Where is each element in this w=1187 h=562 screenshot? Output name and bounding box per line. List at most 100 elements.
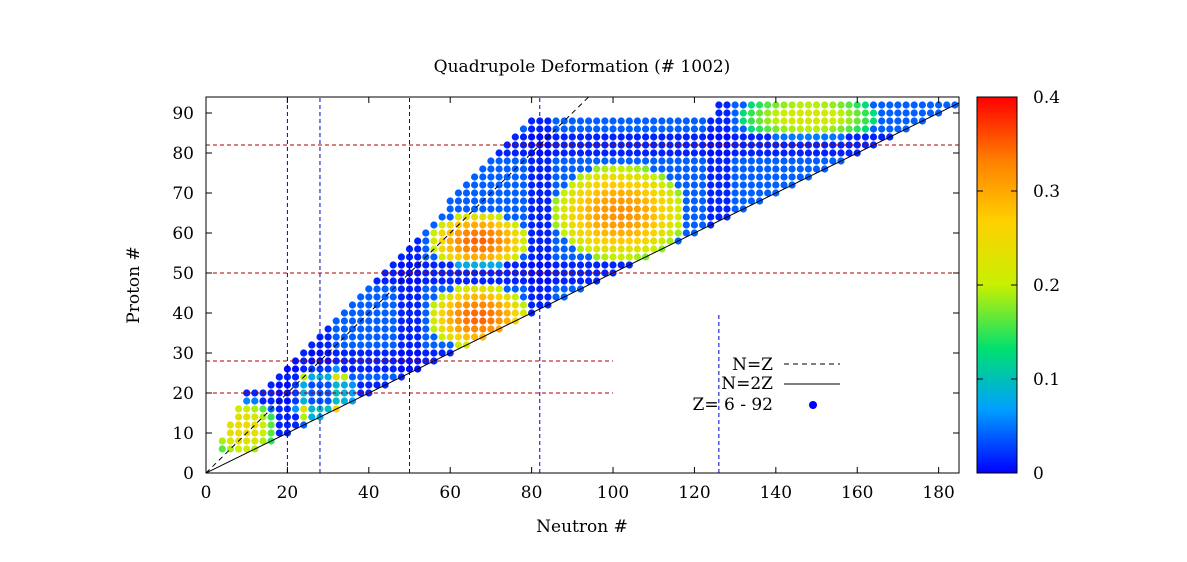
- data-point: [544, 197, 552, 205]
- data-point: [471, 245, 479, 253]
- data-point: [869, 133, 878, 141]
- data-point: [495, 197, 503, 205]
- data-point: [373, 277, 381, 285]
- data-point: [560, 189, 568, 197]
- data-point: [894, 117, 902, 125]
- data-point: [690, 173, 699, 181]
- data-point: [519, 213, 528, 221]
- data-point: [576, 261, 585, 269]
- data-point: [780, 125, 788, 133]
- data-point: [348, 357, 357, 365]
- data-point: [568, 261, 576, 269]
- data-point: [674, 221, 682, 229]
- data-point: [845, 109, 853, 117]
- data-point: [381, 365, 389, 373]
- data-point: [414, 293, 422, 301]
- data-point: [747, 117, 756, 125]
- data-point: [902, 101, 910, 109]
- data-point: [438, 325, 446, 333]
- data-point: [357, 373, 365, 381]
- data-point: [625, 157, 633, 165]
- data-point: [438, 277, 446, 285]
- data-point: [642, 237, 650, 245]
- data-point: [226, 437, 234, 445]
- data-point: [389, 341, 397, 349]
- data-point: [462, 277, 471, 285]
- data-point: [503, 165, 511, 173]
- data-point: [617, 197, 625, 205]
- data-point: [332, 349, 340, 357]
- data-point: [666, 125, 674, 133]
- data-point: [715, 205, 723, 213]
- data-point: [772, 101, 780, 109]
- data-point: [690, 157, 699, 165]
- data-point: [690, 205, 699, 213]
- data-point: [650, 189, 658, 197]
- data-point: [829, 109, 837, 117]
- data-point: [397, 285, 405, 293]
- data-point: [585, 205, 593, 213]
- data-point: [471, 253, 479, 261]
- data-point: [503, 213, 511, 221]
- data-point: [308, 349, 316, 357]
- data-point: [642, 205, 650, 213]
- data-point: [576, 213, 585, 221]
- data-point: [674, 181, 682, 189]
- data-point: [357, 381, 365, 389]
- data-point: [479, 229, 487, 237]
- data-point: [666, 189, 674, 197]
- data-point: [886, 101, 894, 109]
- data-point: [389, 373, 397, 381]
- data-point: [869, 101, 878, 109]
- data-point: [658, 165, 666, 173]
- data-point: [756, 101, 764, 109]
- data-point: [666, 173, 674, 181]
- data-point: [340, 373, 348, 381]
- data-point: [251, 413, 259, 421]
- data-point: [487, 221, 495, 229]
- chart-title: Quadrupole Deformation (# 1002): [434, 57, 731, 77]
- data-point: [397, 365, 405, 373]
- data-point: [389, 333, 397, 341]
- data-point: [666, 157, 674, 165]
- data-point: [381, 357, 389, 365]
- data-point: [357, 301, 365, 309]
- data-point: [593, 213, 601, 221]
- data-point: [528, 221, 536, 229]
- data-point: [528, 117, 536, 125]
- data-point: [601, 229, 609, 237]
- data-point: [275, 373, 283, 381]
- data-point: [812, 133, 821, 141]
- data-point: [430, 277, 438, 285]
- data-point: [479, 165, 487, 173]
- data-point: [511, 229, 519, 237]
- data-point: [389, 349, 397, 357]
- data-point: [438, 229, 446, 237]
- data-point: [503, 229, 511, 237]
- data-point: [291, 405, 300, 413]
- data-point: [682, 149, 690, 157]
- data-point: [756, 149, 764, 157]
- data-point: [544, 213, 552, 221]
- data-point: [365, 349, 373, 357]
- data-point: [715, 157, 723, 165]
- data-point: [243, 445, 251, 453]
- data-point: [829, 149, 837, 157]
- data-point: [878, 133, 886, 141]
- data-point: [568, 213, 576, 221]
- data-point: [707, 157, 715, 165]
- data-point: [593, 173, 601, 181]
- data-point: [438, 253, 446, 261]
- data-point: [332, 325, 340, 333]
- data-point: [536, 205, 544, 213]
- data-point: [235, 445, 243, 453]
- data-point: [528, 133, 536, 141]
- data-point: [430, 221, 438, 229]
- data-point: [739, 101, 747, 109]
- data-point: [560, 205, 568, 213]
- data-point: [462, 229, 471, 237]
- data-point: [544, 181, 552, 189]
- data-point: [471, 309, 479, 317]
- data-point: [422, 293, 430, 301]
- data-point: [780, 157, 788, 165]
